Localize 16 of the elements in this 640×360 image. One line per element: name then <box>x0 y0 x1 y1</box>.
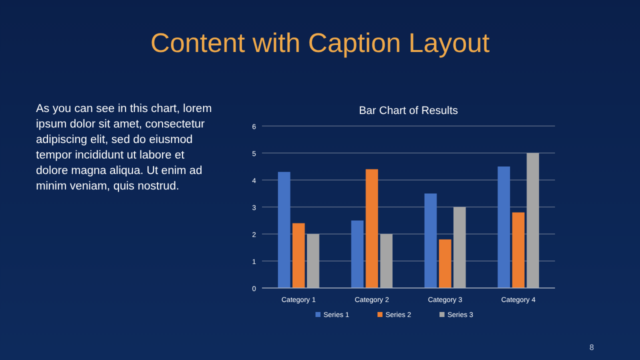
bar <box>526 153 540 288</box>
bar <box>424 194 437 288</box>
bar <box>498 166 510 288</box>
text: 8 <box>590 343 595 352</box>
bar <box>453 207 466 288</box>
bar <box>380 234 393 288</box>
text: As you can see in this chart, lorem ipsum dolor sit amet, consectetur adipiscing elit, sed do eiusmod tempor incididunt ut labore et dolore magna aliqua. Ut enim ad minim veniam, quis nostrud. <box>36 103 212 192</box>
bar <box>278 172 290 288</box>
chart-title: Content with Caption Layout <box>150 28 490 58</box>
chart-subtitle: Bar Chart of Results <box>358 105 459 117</box>
bar <box>366 169 378 288</box>
bar <box>512 212 525 288</box>
bar <box>292 223 305 288</box>
bar <box>351 220 364 288</box>
bar <box>438 239 452 288</box>
bar <box>306 234 320 288</box>
